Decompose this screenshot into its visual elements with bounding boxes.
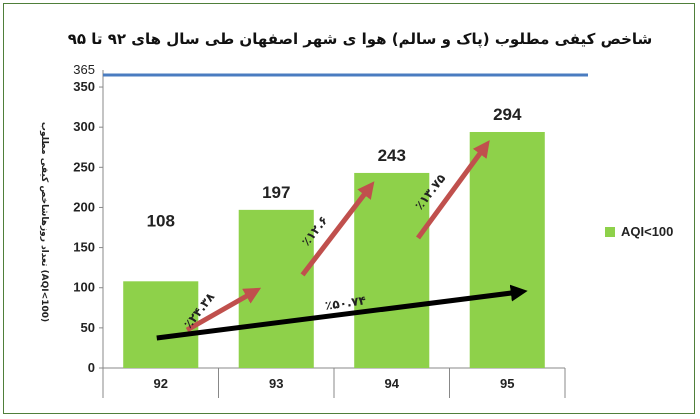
legend: AQI<100 [605, 224, 673, 239]
reference-line-label: 365 [73, 62, 95, 77]
category-label: 95 [500, 376, 514, 391]
bar [469, 131, 545, 368]
y-tick-label: 350 [73, 79, 95, 94]
data-label: 294 [493, 105, 522, 124]
legend-label: AQI<100 [621, 224, 674, 239]
growth-arrow [300, 181, 375, 277]
y-axis-label: تعداد روزهاشاخص کیفی مطلوب (AQI<100) [39, 122, 49, 322]
bar [123, 281, 199, 368]
growth-arrow [416, 140, 490, 240]
y-tick-label: 100 [73, 280, 95, 295]
data-label: 108 [147, 211, 175, 230]
data-label: 243 [378, 146, 406, 165]
bar [354, 172, 430, 368]
y-tick-label: 300 [73, 119, 95, 134]
data-label: 197 [262, 183, 290, 202]
category-label: 94 [385, 376, 400, 391]
legend-swatch [605, 226, 615, 237]
chart-frame [3, 3, 695, 414]
growth-arrow [185, 287, 262, 333]
category-label: 93 [269, 376, 283, 391]
chart-title: شاخص کیفی مطلوب (پاک و سالم) هوا ی شهر ا… [67, 30, 653, 48]
y-tick-label: 150 [73, 240, 95, 255]
category-label: 92 [154, 376, 168, 391]
y-tick-label: 250 [73, 159, 95, 174]
y-tick-label: 200 [73, 199, 95, 214]
y-tick-label: 0 [88, 360, 95, 375]
growth-label: ٪۵۰.۷۴ [324, 293, 367, 313]
growth-arrow [156, 284, 528, 341]
y-tick-label: 50 [81, 320, 95, 335]
